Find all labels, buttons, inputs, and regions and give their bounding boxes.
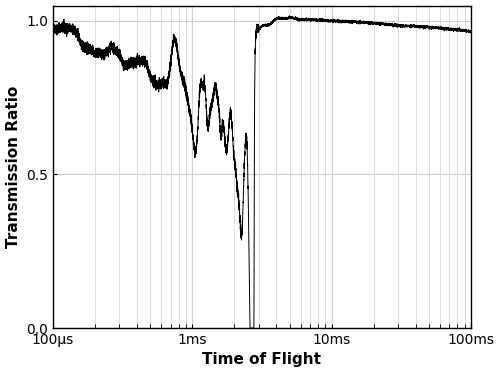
Y-axis label: Transmission Ratio: Transmission Ratio [6,86,20,248]
X-axis label: Time of Flight: Time of Flight [202,352,322,367]
